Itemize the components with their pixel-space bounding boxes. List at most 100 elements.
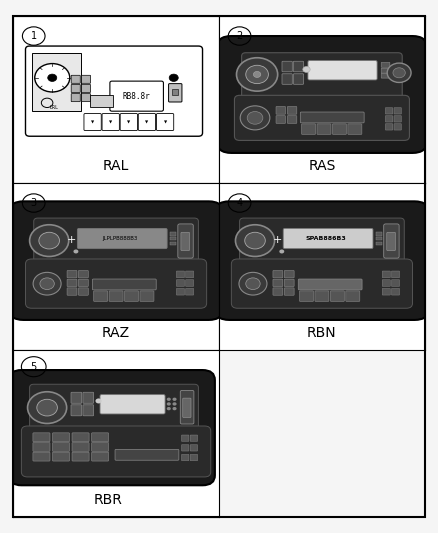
FancyBboxPatch shape <box>284 279 294 287</box>
FancyBboxPatch shape <box>392 271 399 278</box>
Text: RB8.8r: RB8.8r <box>123 92 151 101</box>
Circle shape <box>33 272 61 295</box>
FancyBboxPatch shape <box>276 107 286 114</box>
Text: ▼: ▼ <box>91 120 94 124</box>
FancyBboxPatch shape <box>376 237 382 240</box>
FancyBboxPatch shape <box>170 242 176 245</box>
FancyBboxPatch shape <box>382 288 390 295</box>
FancyBboxPatch shape <box>348 124 362 134</box>
FancyBboxPatch shape <box>78 288 88 295</box>
Text: JLPLPB888B3: JLPLPB888B3 <box>102 236 138 241</box>
FancyBboxPatch shape <box>376 232 382 236</box>
FancyBboxPatch shape <box>100 394 165 414</box>
Circle shape <box>167 407 171 410</box>
FancyBboxPatch shape <box>92 452 109 461</box>
Circle shape <box>247 111 263 124</box>
FancyBboxPatch shape <box>276 116 286 123</box>
Circle shape <box>173 402 177 406</box>
FancyBboxPatch shape <box>21 426 211 477</box>
Circle shape <box>173 407 177 410</box>
FancyBboxPatch shape <box>382 271 390 278</box>
FancyBboxPatch shape <box>177 280 184 286</box>
FancyBboxPatch shape <box>181 454 189 461</box>
FancyBboxPatch shape <box>120 114 138 131</box>
FancyBboxPatch shape <box>170 237 176 240</box>
Circle shape <box>28 392 67 424</box>
FancyBboxPatch shape <box>140 291 154 301</box>
FancyBboxPatch shape <box>178 224 193 258</box>
FancyBboxPatch shape <box>231 259 413 308</box>
FancyBboxPatch shape <box>308 61 377 80</box>
FancyBboxPatch shape <box>287 107 297 114</box>
Circle shape <box>246 65 268 84</box>
FancyBboxPatch shape <box>177 271 184 278</box>
FancyBboxPatch shape <box>124 291 138 301</box>
FancyBboxPatch shape <box>30 384 198 433</box>
FancyBboxPatch shape <box>284 271 294 278</box>
Circle shape <box>303 67 310 72</box>
FancyBboxPatch shape <box>33 452 50 461</box>
FancyBboxPatch shape <box>25 259 207 308</box>
Text: +: + <box>273 235 283 245</box>
Circle shape <box>240 106 270 130</box>
FancyBboxPatch shape <box>181 445 189 451</box>
FancyBboxPatch shape <box>392 280 399 286</box>
Text: SPAB886B3: SPAB886B3 <box>306 236 346 241</box>
FancyBboxPatch shape <box>385 108 393 114</box>
Text: ▼: ▼ <box>127 120 131 124</box>
Circle shape <box>237 58 278 91</box>
FancyBboxPatch shape <box>181 232 190 251</box>
FancyBboxPatch shape <box>169 84 182 102</box>
Circle shape <box>167 402 171 406</box>
Circle shape <box>253 71 261 77</box>
Text: +: + <box>67 235 77 245</box>
FancyBboxPatch shape <box>72 433 89 442</box>
Text: RBN: RBN <box>307 326 337 340</box>
FancyBboxPatch shape <box>81 75 91 83</box>
Circle shape <box>40 278 54 289</box>
FancyBboxPatch shape <box>72 442 89 451</box>
FancyBboxPatch shape <box>67 271 77 278</box>
FancyBboxPatch shape <box>81 94 91 102</box>
Text: 5: 5 <box>31 362 37 372</box>
FancyBboxPatch shape <box>284 288 294 295</box>
FancyBboxPatch shape <box>382 280 390 286</box>
FancyBboxPatch shape <box>32 53 81 111</box>
Text: RBR: RBR <box>93 494 122 507</box>
Circle shape <box>37 399 57 416</box>
FancyBboxPatch shape <box>71 94 80 102</box>
FancyBboxPatch shape <box>72 452 89 461</box>
FancyBboxPatch shape <box>385 124 393 130</box>
FancyBboxPatch shape <box>385 116 393 122</box>
FancyBboxPatch shape <box>78 229 167 248</box>
FancyBboxPatch shape <box>110 81 163 111</box>
FancyBboxPatch shape <box>298 279 362 290</box>
FancyBboxPatch shape <box>394 116 401 122</box>
Text: RAZ: RAZ <box>102 326 130 340</box>
FancyBboxPatch shape <box>90 95 113 107</box>
FancyBboxPatch shape <box>83 405 94 416</box>
FancyBboxPatch shape <box>381 73 390 78</box>
Circle shape <box>239 272 267 295</box>
FancyBboxPatch shape <box>273 271 283 278</box>
Circle shape <box>39 232 60 249</box>
FancyBboxPatch shape <box>33 433 50 442</box>
Text: ▼: ▼ <box>145 120 148 124</box>
FancyBboxPatch shape <box>181 435 189 441</box>
FancyBboxPatch shape <box>53 442 70 451</box>
FancyBboxPatch shape <box>190 445 198 451</box>
FancyBboxPatch shape <box>186 280 194 286</box>
FancyBboxPatch shape <box>183 398 191 417</box>
FancyBboxPatch shape <box>293 61 304 72</box>
Circle shape <box>393 68 405 78</box>
FancyBboxPatch shape <box>94 291 108 301</box>
FancyBboxPatch shape <box>381 68 390 73</box>
FancyBboxPatch shape <box>25 46 202 136</box>
FancyBboxPatch shape <box>190 454 198 461</box>
Text: 1: 1 <box>31 31 37 41</box>
Circle shape <box>236 225 275 256</box>
Text: RAS: RAS <box>308 159 336 173</box>
FancyBboxPatch shape <box>315 291 329 301</box>
FancyBboxPatch shape <box>273 288 283 295</box>
FancyBboxPatch shape <box>217 36 427 153</box>
